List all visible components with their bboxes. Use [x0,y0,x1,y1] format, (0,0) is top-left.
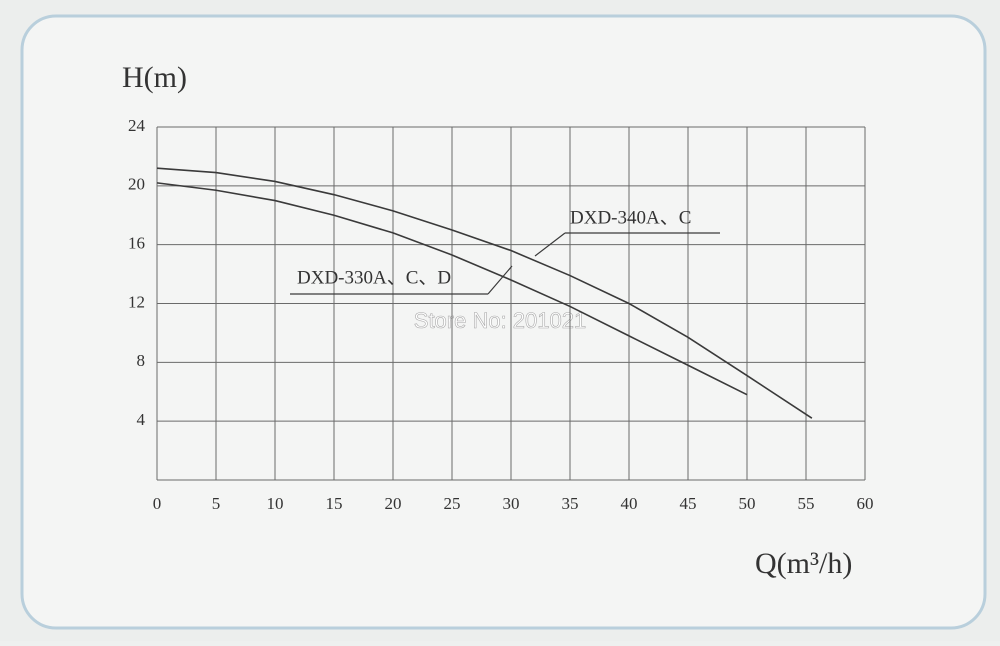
y-tick-label: 20 [128,175,145,194]
series-label: DXD-330A、C、D [297,267,451,288]
line-series [156,167,813,419]
x-tick-label: 20 [385,494,402,513]
y-tick-label: 4 [137,410,146,429]
y-tick-label: 12 [128,292,145,311]
series-label: DXD-340A、C [570,207,691,228]
x-tick-label: 5 [212,494,221,513]
x-tick-label: 35 [562,494,579,513]
x-tick-label: 40 [621,494,638,513]
x-tick-label: 0 [153,494,162,513]
frame [20,14,987,630]
x-tick-label: 10 [267,494,284,513]
leader-line [534,232,720,257]
x-tick-label: 60 [857,494,874,513]
leader-line [290,265,513,295]
x-tick-label: 55 [798,494,815,513]
line-series [156,182,748,396]
x-tick-label: 50 [739,494,756,513]
watermark: Store No: 201021 [414,308,586,333]
y-tick-label: 24 [128,116,146,135]
y-tick-label: 16 [128,234,145,253]
x-tick-label: 45 [680,494,697,513]
x-axis-label: Q(m³/h) [755,547,852,580]
x-tick-label: 25 [444,494,461,513]
y-axis-label: H(m) [122,61,187,94]
x-tick-label: 30 [503,494,520,513]
x-tick-label: 15 [326,494,343,513]
y-tick-label: 8 [137,351,146,370]
